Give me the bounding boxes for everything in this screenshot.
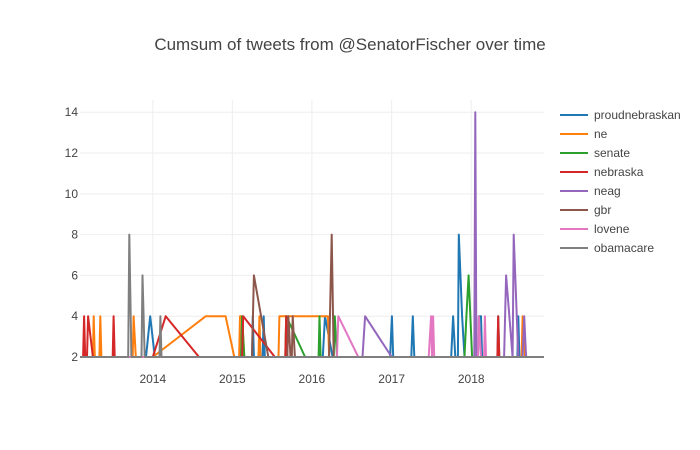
legend-label: gbr xyxy=(594,203,611,217)
legend-item-obamacare[interactable]: obamacare xyxy=(560,241,654,255)
legend-label: obamacare xyxy=(594,241,654,255)
legend-item-senate[interactable]: senate xyxy=(560,146,630,160)
legend[interactable]: proudnebraskan ne senate nebraska neag gbr lov… xyxy=(560,108,681,255)
legend-label: ne xyxy=(594,127,608,141)
legend-item-nebraska[interactable]: nebraska xyxy=(560,165,644,179)
x-tick-label: 2017 xyxy=(378,372,405,386)
y-tick-label: 10 xyxy=(65,187,79,201)
y-tick-label: 4 xyxy=(71,309,78,323)
legend-item-neag[interactable]: neag xyxy=(560,184,621,198)
legend-label: lovene xyxy=(594,222,630,236)
legend-item-ne[interactable]: ne xyxy=(560,127,608,141)
legend-label: senate xyxy=(594,146,630,160)
chart-title: Cumsum of tweets from @SenatorFischer ov… xyxy=(154,35,545,54)
legend-item-gbr[interactable]: gbr xyxy=(560,203,611,217)
legend-item-proudnebraskan[interactable]: proudnebraskan xyxy=(560,108,681,122)
y-tick-label: 2 xyxy=(71,350,78,364)
x-tick-label: 2014 xyxy=(139,372,166,386)
x-tick-label: 2016 xyxy=(299,372,326,386)
y-tick-label: 12 xyxy=(65,146,79,160)
legend-item-lovene[interactable]: lovene xyxy=(560,222,630,236)
y-tick-label: 8 xyxy=(71,228,78,242)
legend-label: neag xyxy=(594,184,621,198)
axis-layer: 2 4 6 8 10 12 14 2014 2015 2016 2017 2018 xyxy=(65,105,485,386)
y-tick-label: 14 xyxy=(65,105,79,119)
grid-layer xyxy=(80,100,544,357)
series-layer xyxy=(80,111,544,358)
legend-label: nebraska xyxy=(594,165,644,179)
series-line-senate xyxy=(80,274,544,358)
x-tick-label: 2015 xyxy=(219,372,246,386)
y-tick-label: 6 xyxy=(71,268,78,282)
legend-label: proudnebraskan xyxy=(594,108,681,122)
x-tick-label: 2018 xyxy=(458,372,485,386)
series-line-lovene xyxy=(80,315,544,358)
series-line-ne xyxy=(80,315,544,358)
series-line-obamacare xyxy=(80,233,544,358)
